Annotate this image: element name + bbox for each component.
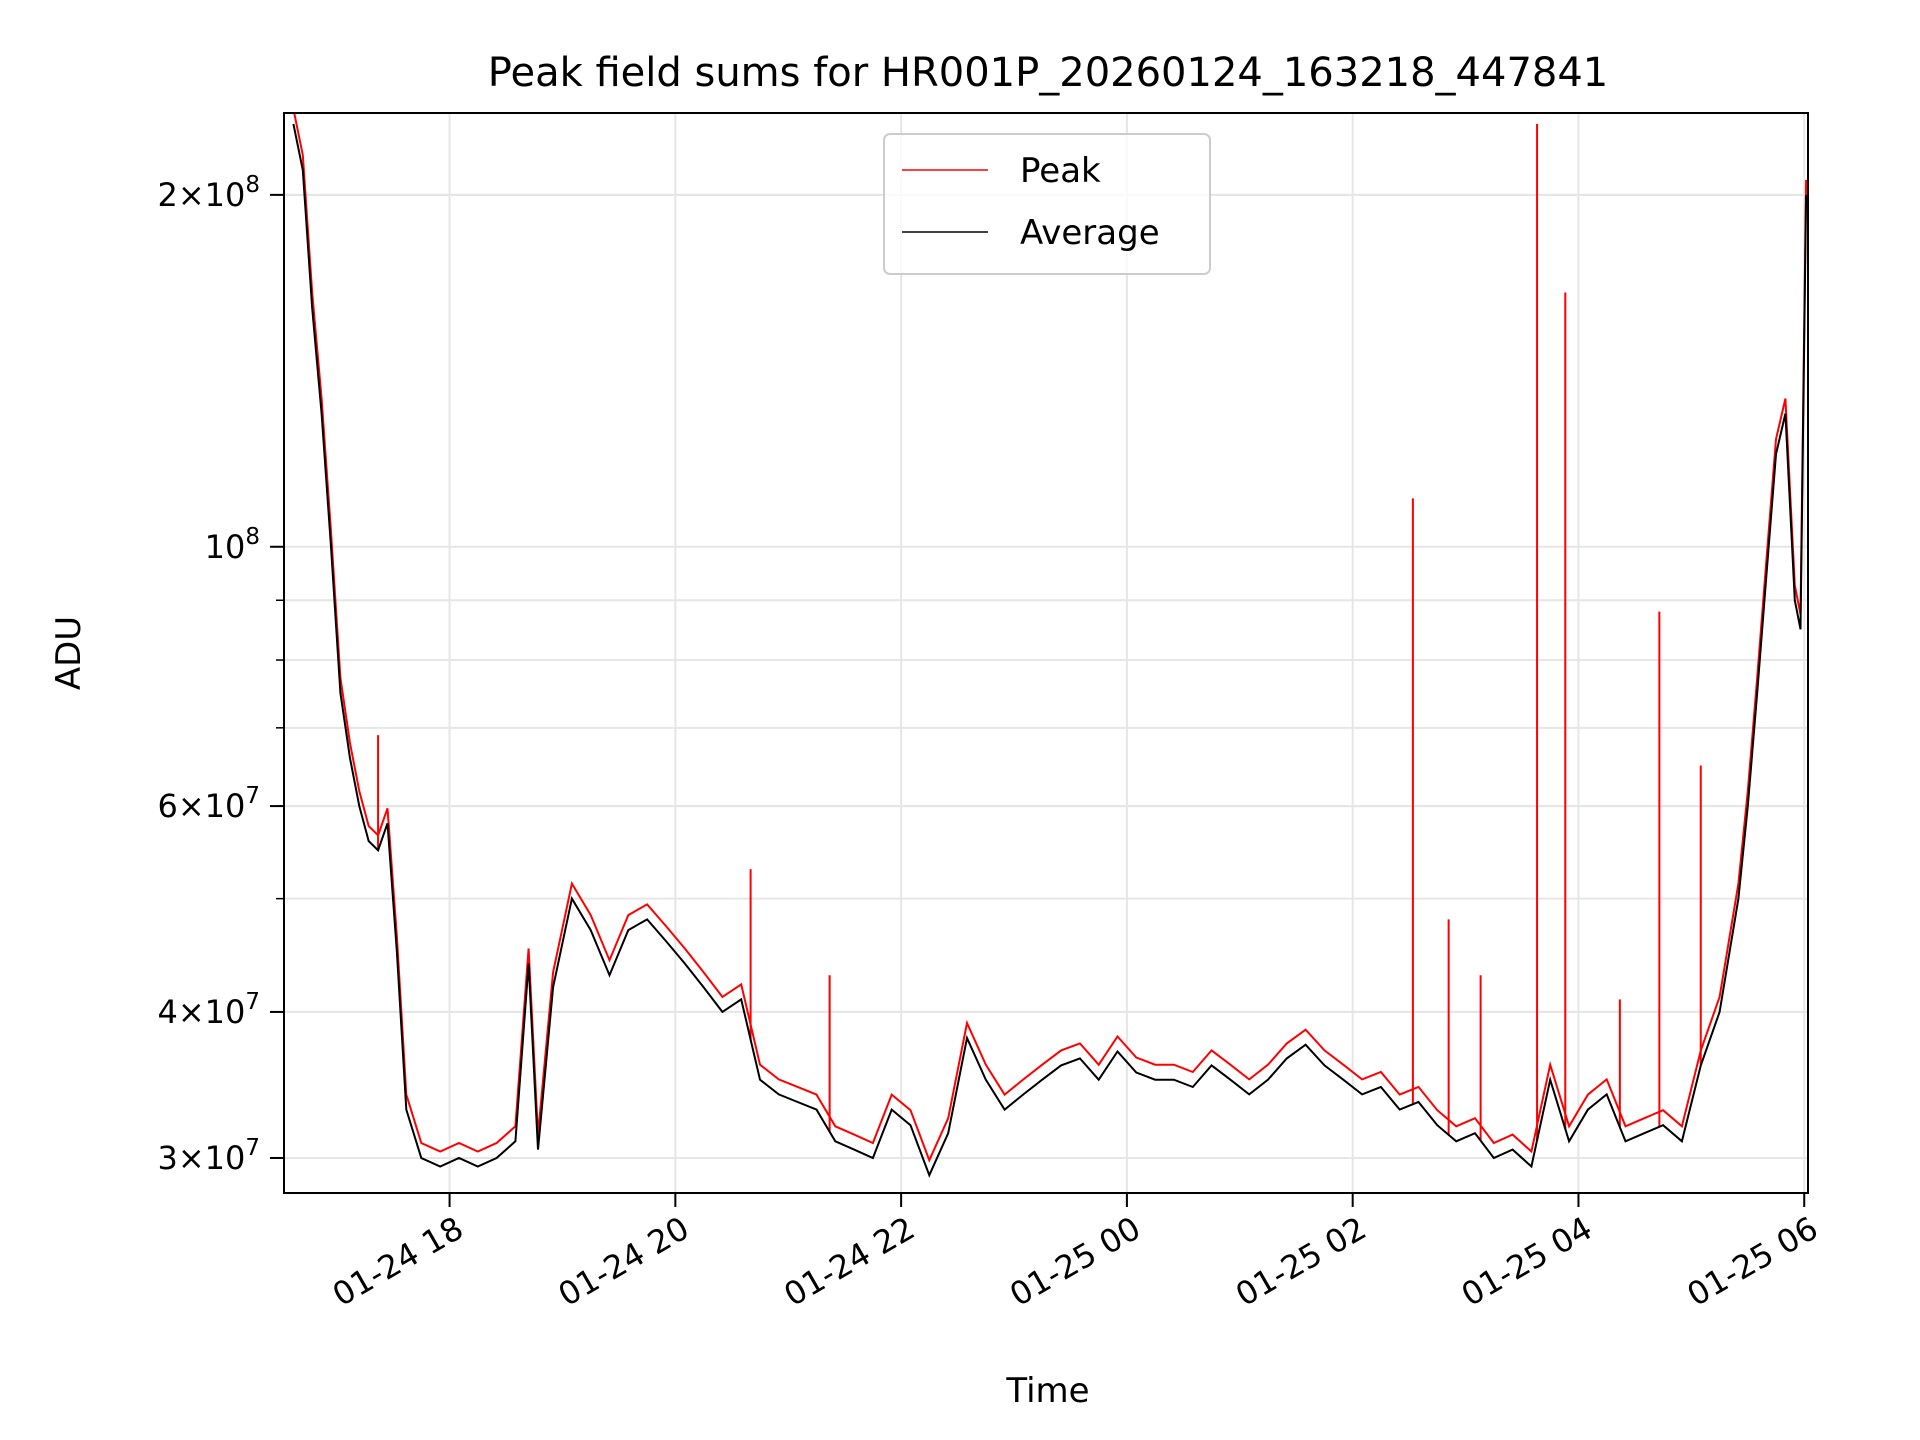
y-tick-label: 3×107 xyxy=(157,1135,260,1177)
y-tick-label: 2×108 xyxy=(157,172,260,214)
y-axis-label: ADU xyxy=(49,616,89,690)
legend-peak-label: Peak xyxy=(1020,151,1101,191)
plot-frame xyxy=(283,112,1809,1194)
legend-average-label: Average xyxy=(1020,213,1160,253)
legend: Peak Average xyxy=(883,133,1211,275)
x-axis-label: Time xyxy=(1005,1371,1089,1411)
legend-box xyxy=(883,133,1211,275)
grid xyxy=(284,113,1808,1193)
y-tick-label: 108 xyxy=(205,524,260,566)
y-tick-label: 4×107 xyxy=(157,989,260,1031)
series-peak-line xyxy=(293,113,1808,1163)
y-tick-label: 6×107 xyxy=(157,783,260,825)
series-average-line xyxy=(292,123,1808,1178)
series-area xyxy=(292,113,1808,1178)
chart-title: Peak field sums for HR001P_20260124_1632… xyxy=(488,50,1608,96)
